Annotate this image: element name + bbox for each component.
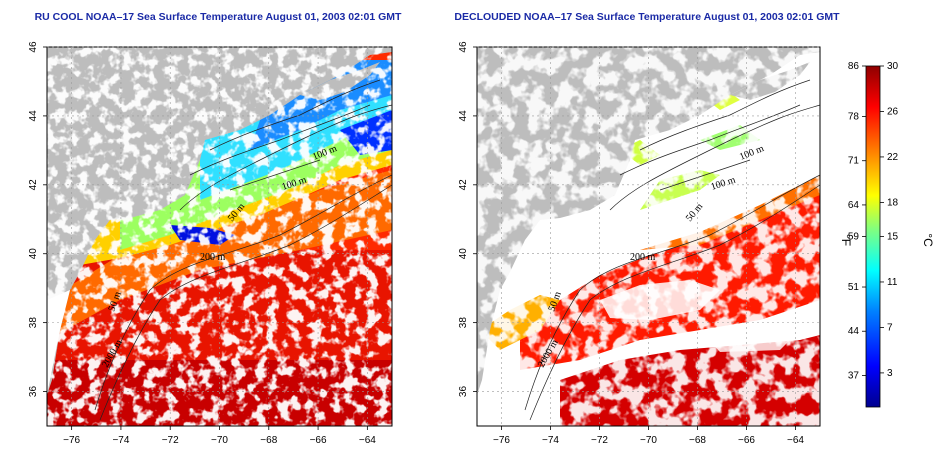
panel-title: DECLOUDED NOAA–17 Sea Surface Temperatur… — [454, 11, 840, 23]
y-tick-label: 46 — [458, 41, 469, 53]
x-tick-label: −66 — [310, 435, 327, 446]
f-tick-label: 86 — [848, 61, 860, 72]
x-tick-label: −72 — [162, 435, 179, 446]
f-tick-label: 78 — [848, 112, 860, 123]
colorbar: 86 78 71 64 59 51 44 37 30 26 22 18 15 11 7 3 °F °C — [839, 61, 935, 408]
f-tick-label: 44 — [848, 326, 860, 337]
y-tick-label: 42 — [458, 179, 469, 191]
panel-right: DECLOUDED NOAA–17 Sea Surface Temperatur… — [454, 11, 840, 446]
x-tick-label: −70 — [211, 435, 228, 446]
y-tick-label: 36 — [28, 386, 39, 398]
x-tick-label: −64 — [787, 435, 804, 446]
fahrenheit-label: °F — [839, 234, 853, 246]
x-tick-label: −76 — [63, 435, 80, 446]
x-tick-label: −68 — [689, 435, 706, 446]
y-tick-label: 44 — [458, 110, 469, 122]
c-tick-label: 3 — [887, 368, 893, 379]
c-tick-label: 11 — [887, 277, 898, 288]
x-tick-label: −66 — [738, 435, 755, 446]
f-tick-label: 64 — [848, 200, 860, 211]
c-tick-label: 7 — [887, 322, 893, 333]
y-tick-label: 36 — [458, 386, 469, 398]
c-tick-label: 26 — [887, 106, 899, 117]
c-tick-label: 30 — [887, 61, 899, 72]
x-tick-label: −64 — [359, 435, 376, 446]
panel-left: RU COOL NOAA–17 Sea Surface Temperature … — [28, 11, 402, 446]
f-tick-label: 59 — [848, 232, 860, 243]
x-tick-label: −68 — [260, 435, 277, 446]
x-tick-label: −72 — [591, 435, 608, 446]
c-tick-label: 15 — [887, 232, 899, 243]
x-tick-label: −74 — [112, 435, 129, 446]
contour-label: 200 m — [630, 252, 656, 263]
c-tick-label: 22 — [887, 152, 899, 163]
y-tick-label: 42 — [28, 179, 39, 191]
x-tick-label: −70 — [640, 435, 657, 446]
celsius-label: °C — [921, 233, 935, 247]
y-tick-label: 44 — [28, 110, 39, 122]
f-tick-label: 37 — [848, 370, 860, 381]
y-tick-label: 40 — [458, 248, 469, 260]
panel-title: RU COOL NOAA–17 Sea Surface Temperature … — [35, 11, 402, 23]
x-tick-label: −74 — [542, 435, 559, 446]
f-tick-label: 71 — [848, 156, 860, 167]
y-tick-label: 38 — [28, 317, 39, 329]
y-tick-label: 40 — [28, 248, 39, 260]
f-tick-label: 51 — [848, 282, 860, 293]
sst-map — [47, 47, 392, 426]
colorbar-ramp — [865, 65, 881, 408]
c-tick-label: 18 — [887, 197, 899, 208]
contour-label: 200 m — [200, 252, 226, 263]
x-tick-label: −76 — [493, 435, 510, 446]
y-tick-label: 46 — [28, 41, 39, 53]
y-tick-label: 38 — [458, 317, 469, 329]
